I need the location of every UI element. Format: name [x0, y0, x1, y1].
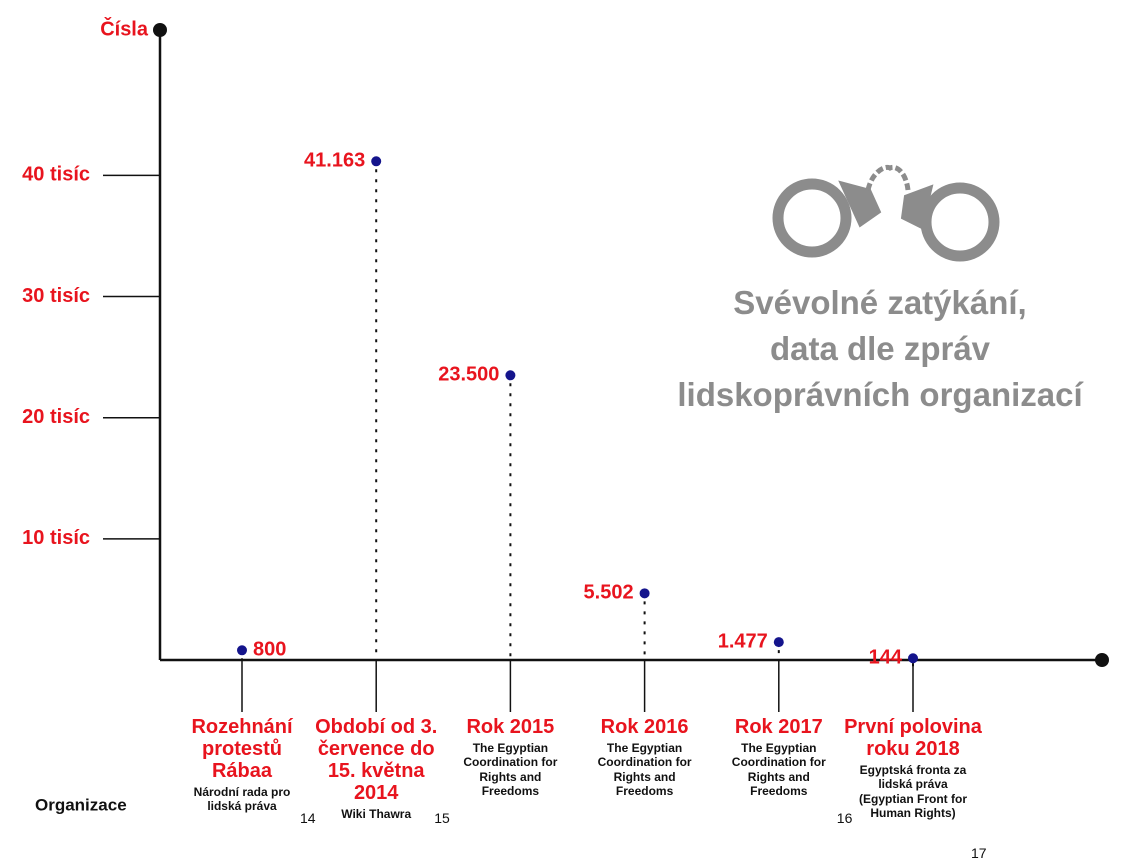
category-label: Období od 3. července do 15. května 2014	[304, 716, 448, 804]
value-label: 41.163	[304, 150, 365, 172]
category-label: Rozehnání protestů Rábaa	[170, 716, 314, 782]
category-label: Rok 2016	[573, 716, 717, 738]
organization-label: Wiki Thawra	[304, 807, 448, 821]
title-line: lidskoprávních organizací	[677, 376, 1084, 413]
category-label: Rok 2015	[438, 716, 582, 738]
dot	[237, 645, 247, 655]
organization-label: The Egyptian Coordination for Rights and…	[438, 741, 582, 799]
category: Rok 2015 The Egyptian Coordination for Ri…	[438, 716, 582, 799]
y-tick-label: 10 tisíc	[22, 527, 90, 549]
category-label: Rok 2017	[707, 716, 851, 738]
infographic: Svévolné zatýkání, data dle zpráv lidskopr…	[0, 0, 1123, 866]
footnote: 15	[434, 810, 450, 826]
title-line: data dle zpráv	[770, 330, 991, 367]
value-label: 144	[869, 647, 903, 669]
chart-title: Svévolné zatýkání, data dle zpráv lidskopr…	[677, 284, 1084, 413]
dot	[640, 588, 650, 598]
organization-label: Národní rada pro lidská práva	[170, 785, 314, 814]
category-label: První polovina roku 2018	[841, 716, 985, 760]
row-label: Organizace	[35, 795, 127, 814]
dot	[774, 637, 784, 647]
organization-label: The Egyptian Coordination for Rights and…	[573, 741, 717, 799]
category: Rok 2017 The Egyptian Coordination for Ri…	[707, 716, 851, 799]
y-axis-label: Čísla	[100, 16, 149, 40]
value-label: 1.477	[718, 630, 768, 652]
footnote: 17	[971, 845, 987, 861]
dot	[371, 156, 381, 166]
title-line: Svévolné zatýkání,	[733, 284, 1026, 321]
category: Rozehnání protestů Rábaa Národní rada pro…	[170, 716, 314, 814]
value-label: 800	[253, 639, 286, 661]
organization-label: The Egyptian Coordination for Rights and…	[707, 741, 851, 799]
category: Období od 3. července do 15. května 2014…	[304, 716, 448, 821]
y-tick-label: 20 tisíc	[22, 406, 90, 428]
dot	[505, 370, 515, 380]
organization-label: Egyptská fronta za lidská práva (Egyptia…	[841, 763, 985, 821]
handcuffs-icon	[778, 167, 994, 256]
category: Rok 2016 The Egyptian Coordination for Ri…	[573, 716, 717, 799]
dot	[908, 653, 918, 663]
y-tick-label: 30 tisíc	[22, 285, 90, 307]
value-label: 5.502	[584, 582, 634, 604]
axis-end	[153, 23, 167, 37]
value-label: 23.500	[438, 364, 499, 386]
axis-end	[1095, 653, 1109, 667]
y-tick-label: 40 tisíc	[22, 164, 90, 186]
